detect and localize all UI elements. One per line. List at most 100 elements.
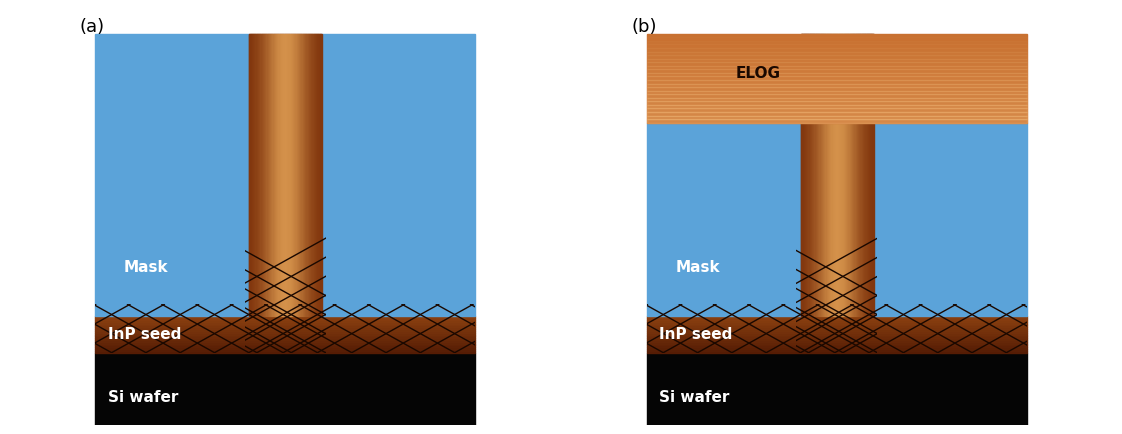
Bar xyxy=(800,34,873,316)
Bar xyxy=(266,34,267,316)
Bar xyxy=(852,34,853,316)
Bar xyxy=(826,34,827,316)
Bar xyxy=(859,34,861,316)
Bar xyxy=(849,34,850,316)
Bar xyxy=(277,34,278,316)
Bar xyxy=(827,34,828,316)
Bar xyxy=(321,34,322,316)
Bar xyxy=(647,351,1027,353)
Bar xyxy=(95,340,475,342)
Bar xyxy=(855,34,856,316)
Text: Mask: Mask xyxy=(123,260,168,276)
Bar xyxy=(647,123,800,316)
Bar xyxy=(838,34,840,316)
Bar xyxy=(322,34,475,316)
Bar xyxy=(274,34,275,316)
Bar xyxy=(259,34,260,316)
Bar xyxy=(249,34,250,316)
Bar xyxy=(647,101,1027,105)
Bar xyxy=(296,34,297,316)
Bar xyxy=(647,98,1027,101)
Bar xyxy=(647,59,1027,62)
Bar xyxy=(863,34,864,316)
Bar xyxy=(279,34,280,316)
Text: (a): (a) xyxy=(80,18,104,36)
Bar xyxy=(95,326,475,327)
Bar xyxy=(647,37,1027,41)
Bar xyxy=(287,34,288,316)
Bar xyxy=(304,34,305,316)
Bar xyxy=(284,34,285,316)
Bar xyxy=(647,347,1027,349)
Bar xyxy=(862,34,863,316)
Bar xyxy=(828,34,829,316)
Bar xyxy=(288,34,289,316)
Bar xyxy=(647,331,1027,333)
Bar xyxy=(257,34,258,316)
Bar xyxy=(647,91,1027,94)
Bar xyxy=(95,333,475,335)
Bar xyxy=(267,34,269,316)
Bar xyxy=(647,324,1027,326)
Bar xyxy=(871,34,872,316)
Bar xyxy=(647,338,1027,340)
Bar xyxy=(816,34,817,316)
Bar xyxy=(276,34,277,316)
Bar xyxy=(829,34,830,316)
Bar xyxy=(291,34,292,316)
Text: Si wafer: Si wafer xyxy=(660,390,729,404)
Bar xyxy=(647,48,1027,52)
Bar xyxy=(857,34,858,316)
Bar xyxy=(647,105,1027,108)
Bar xyxy=(842,34,843,316)
Bar xyxy=(302,34,303,316)
Bar xyxy=(647,34,1027,37)
Bar xyxy=(873,34,874,316)
Bar xyxy=(275,34,276,316)
Bar xyxy=(316,34,318,316)
Bar xyxy=(856,34,857,316)
Bar xyxy=(294,34,295,316)
Text: InP seed: InP seed xyxy=(660,327,733,342)
Bar xyxy=(843,34,844,316)
Bar xyxy=(846,34,847,316)
Text: InP seed: InP seed xyxy=(108,327,181,342)
Bar xyxy=(868,34,871,316)
Bar xyxy=(647,316,1027,318)
Bar xyxy=(850,34,852,316)
Bar xyxy=(261,34,263,316)
Bar xyxy=(95,327,475,329)
Bar xyxy=(821,34,822,316)
Bar xyxy=(837,34,838,316)
Bar xyxy=(297,34,300,316)
Bar xyxy=(315,34,316,316)
Bar xyxy=(872,34,873,316)
Bar xyxy=(817,34,818,316)
Bar xyxy=(844,34,845,316)
Bar xyxy=(647,336,1027,338)
Bar xyxy=(647,329,1027,331)
Bar xyxy=(815,34,816,316)
Bar xyxy=(647,318,1027,320)
Bar xyxy=(254,34,255,316)
Bar xyxy=(804,34,806,316)
Bar xyxy=(840,34,842,316)
Bar xyxy=(310,34,311,316)
Bar xyxy=(822,34,825,316)
Bar xyxy=(647,55,1027,59)
Bar xyxy=(647,83,1027,87)
Bar xyxy=(647,87,1027,91)
Bar xyxy=(647,94,1027,98)
Bar xyxy=(806,34,807,316)
Bar xyxy=(251,34,254,316)
Bar xyxy=(811,34,812,316)
Bar xyxy=(95,318,475,320)
Bar xyxy=(825,34,826,316)
Bar xyxy=(647,44,1027,48)
Bar xyxy=(282,34,284,316)
Bar xyxy=(314,34,315,316)
Bar xyxy=(647,320,1027,322)
Bar xyxy=(95,338,475,340)
Bar xyxy=(250,34,251,316)
Bar xyxy=(813,34,815,316)
